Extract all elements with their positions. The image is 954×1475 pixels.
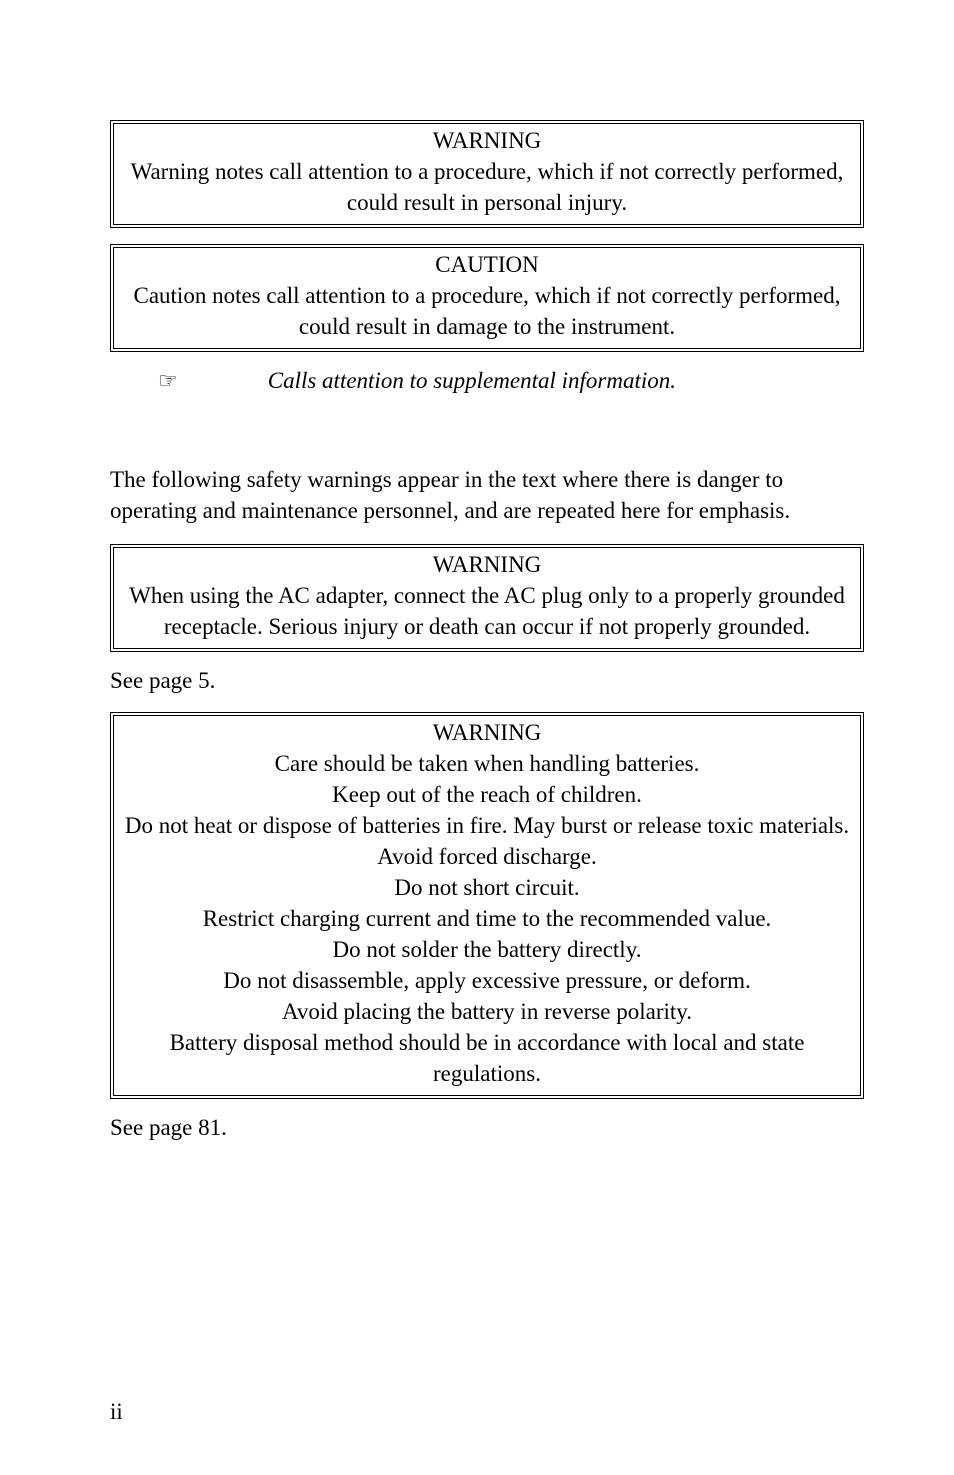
box-title: WARNING	[122, 126, 852, 156]
box-body: Caution notes call attention to a proced…	[122, 280, 852, 342]
box-title: WARNING	[122, 718, 852, 748]
warning-line: Restrict charging current and time to th…	[122, 903, 852, 934]
intro-paragraph: The following safety warnings appear in …	[110, 464, 864, 526]
supplemental-note: ☞ Calls attention to supplemental inform…	[158, 368, 864, 394]
box-title: WARNING	[122, 550, 852, 580]
warning-ac-box: WARNING When using the AC adapter, conne…	[110, 544, 864, 652]
caution-definition-box: CAUTION Caution notes call attention to …	[110, 244, 864, 352]
warning-line: Do not disassemble, apply excessive pres…	[122, 965, 852, 996]
note-text: Calls attention to supplemental informat…	[268, 368, 676, 394]
warning-line: Avoid placing the battery in reverse pol…	[122, 996, 852, 1027]
warning-battery-box: WARNING Care should be taken when handli…	[110, 712, 864, 1099]
warning-line: Do not short circuit.	[122, 872, 852, 903]
warning-line: Do not solder the battery directly.	[122, 934, 852, 965]
box-body: When using the AC adapter, connect the A…	[122, 580, 852, 642]
warning-line: Care should be taken when handling batte…	[122, 748, 852, 779]
page: WARNING Warning notes call attention to …	[0, 0, 954, 1475]
page-number: ii	[110, 1399, 123, 1425]
warning-line: Do not heat or dispose of batteries in f…	[122, 810, 852, 841]
see-page-reference: See page 5.	[110, 668, 864, 694]
box-body: Warning notes call attention to a proced…	[122, 156, 852, 218]
warning-line: Avoid forced discharge.	[122, 841, 852, 872]
warning-line: Battery disposal method should be in acc…	[122, 1027, 852, 1089]
pointing-hand-icon: ☞	[158, 368, 178, 394]
box-body: Care should be taken when handling batte…	[122, 748, 852, 1090]
warning-definition-box: WARNING Warning notes call attention to …	[110, 120, 864, 228]
warning-line: Keep out of the reach of children.	[122, 779, 852, 810]
box-title: CAUTION	[122, 250, 852, 280]
see-page-reference: See page 81.	[110, 1115, 864, 1141]
